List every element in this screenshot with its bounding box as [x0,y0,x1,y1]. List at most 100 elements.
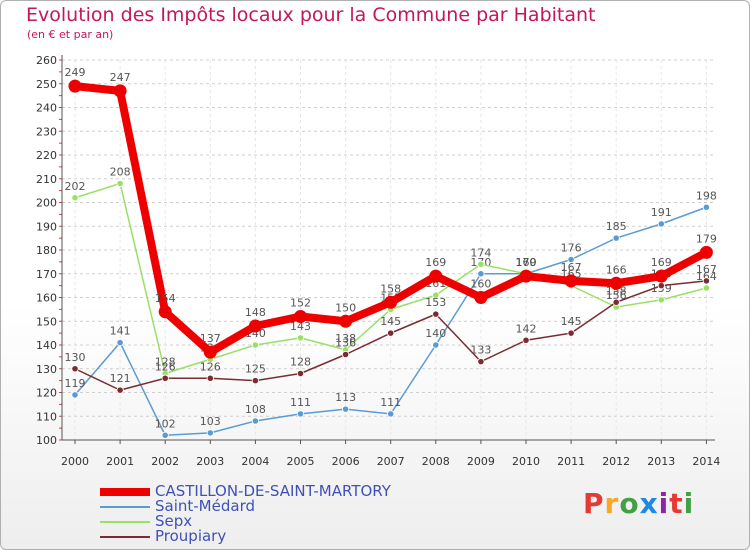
data-label: 166 [606,263,627,276]
data-point [654,269,668,283]
legend-label: Sepx [155,512,193,530]
data-label: 111 [380,396,401,409]
data-label: 156 [606,289,627,302]
legend-swatch [100,506,150,508]
data-label: 167 [561,261,582,274]
data-point [387,329,395,337]
data-label: 126 [155,360,176,373]
data-label: 103 [200,415,221,428]
data-label: 179 [696,232,717,245]
data-point [429,269,443,283]
data-label: 143 [290,320,311,333]
data-point [251,377,259,385]
data-label: 169 [651,256,672,269]
data-point [432,341,440,349]
data-point [702,203,711,211]
data-point [116,179,124,188]
x-tick-label: 2001 [106,455,134,468]
y-tick-label: 210 [36,173,57,186]
logo-letter: P [583,487,605,520]
data-label: 170 [516,256,537,269]
data-label: 119 [65,377,86,390]
x-tick-label: 2008 [422,455,450,468]
data-point [609,276,623,290]
data-point [432,291,440,299]
data-point [522,336,530,344]
data-label: 208 [110,166,131,179]
x-tick-label: 2002 [151,455,179,468]
data-point [206,429,214,437]
data-point [158,305,172,319]
data-label: 145 [561,315,582,328]
data-point [477,358,485,366]
x-tick-label: 2004 [241,455,269,468]
data-label: 164 [696,270,717,283]
y-tick-label: 250 [36,78,57,91]
x-tick-label: 2013 [647,455,675,468]
data-point [477,270,485,278]
chart-subtitle: (en € et par an) [27,28,114,41]
data-point [657,296,665,304]
y-tick-label: 100 [36,434,57,447]
data-label: 128 [155,356,176,369]
data-point [432,310,440,318]
data-point [296,334,305,342]
data-label: 138 [335,332,356,345]
data-label: 249 [65,66,86,79]
x-tick-label: 2011 [557,455,585,468]
logo-letter: i [683,487,695,520]
x-tick-label: 2010 [512,455,540,468]
logo-letter: o [619,487,640,520]
data-point [341,350,350,359]
legend-label: Saint-Médard [155,497,255,515]
data-point [71,194,79,202]
data-point [294,310,307,323]
data-point [657,220,665,228]
data-point [113,84,127,98]
data-point [387,410,395,418]
y-tick-label: 190 [36,220,57,233]
data-label: 148 [245,306,266,319]
data-point [564,274,578,288]
data-point [71,365,79,373]
y-tick-label: 180 [36,244,57,257]
data-label: 130 [65,351,86,364]
data-point [702,277,711,285]
x-tick-label: 2000 [61,455,89,468]
data-point [161,431,169,439]
logo-letter: i [658,487,670,520]
data-point [116,339,124,347]
data-label: 140 [425,327,446,340]
data-label: 137 [200,332,221,345]
legend-swatch [100,488,150,496]
data-label: 167 [696,263,717,276]
legend-swatch [100,521,150,523]
data-point [567,329,575,337]
logo-letter: r [604,487,620,520]
data-label: 185 [606,220,627,233]
data-point [339,314,353,328]
data-point [203,345,217,359]
proxiti-logo: Proxiti [583,487,694,520]
logo-letter: x [639,487,659,520]
data-point [519,269,533,283]
legend-swatch [100,536,150,538]
legend-label: CASTILLON-DE-SAINT-MARTORY [155,482,391,500]
y-tick-label: 200 [36,197,57,210]
data-point [71,391,79,399]
data-label: 176 [561,242,582,255]
data-point [251,341,259,349]
data-label: 169 [516,256,537,269]
data-label: 174 [470,246,491,259]
chart-title: Evolution des Impôts locaux pour la Comm… [26,4,596,26]
x-tick-label: 2014 [692,455,720,468]
logo-letter: t [669,487,684,520]
x-tick-label: 2012 [602,455,630,468]
data-label: 113 [335,391,356,404]
data-label: 169 [425,256,446,269]
data-label: 111 [290,396,311,409]
data-point [296,369,305,378]
data-label: 154 [155,292,176,305]
data-label: 160 [470,278,491,291]
